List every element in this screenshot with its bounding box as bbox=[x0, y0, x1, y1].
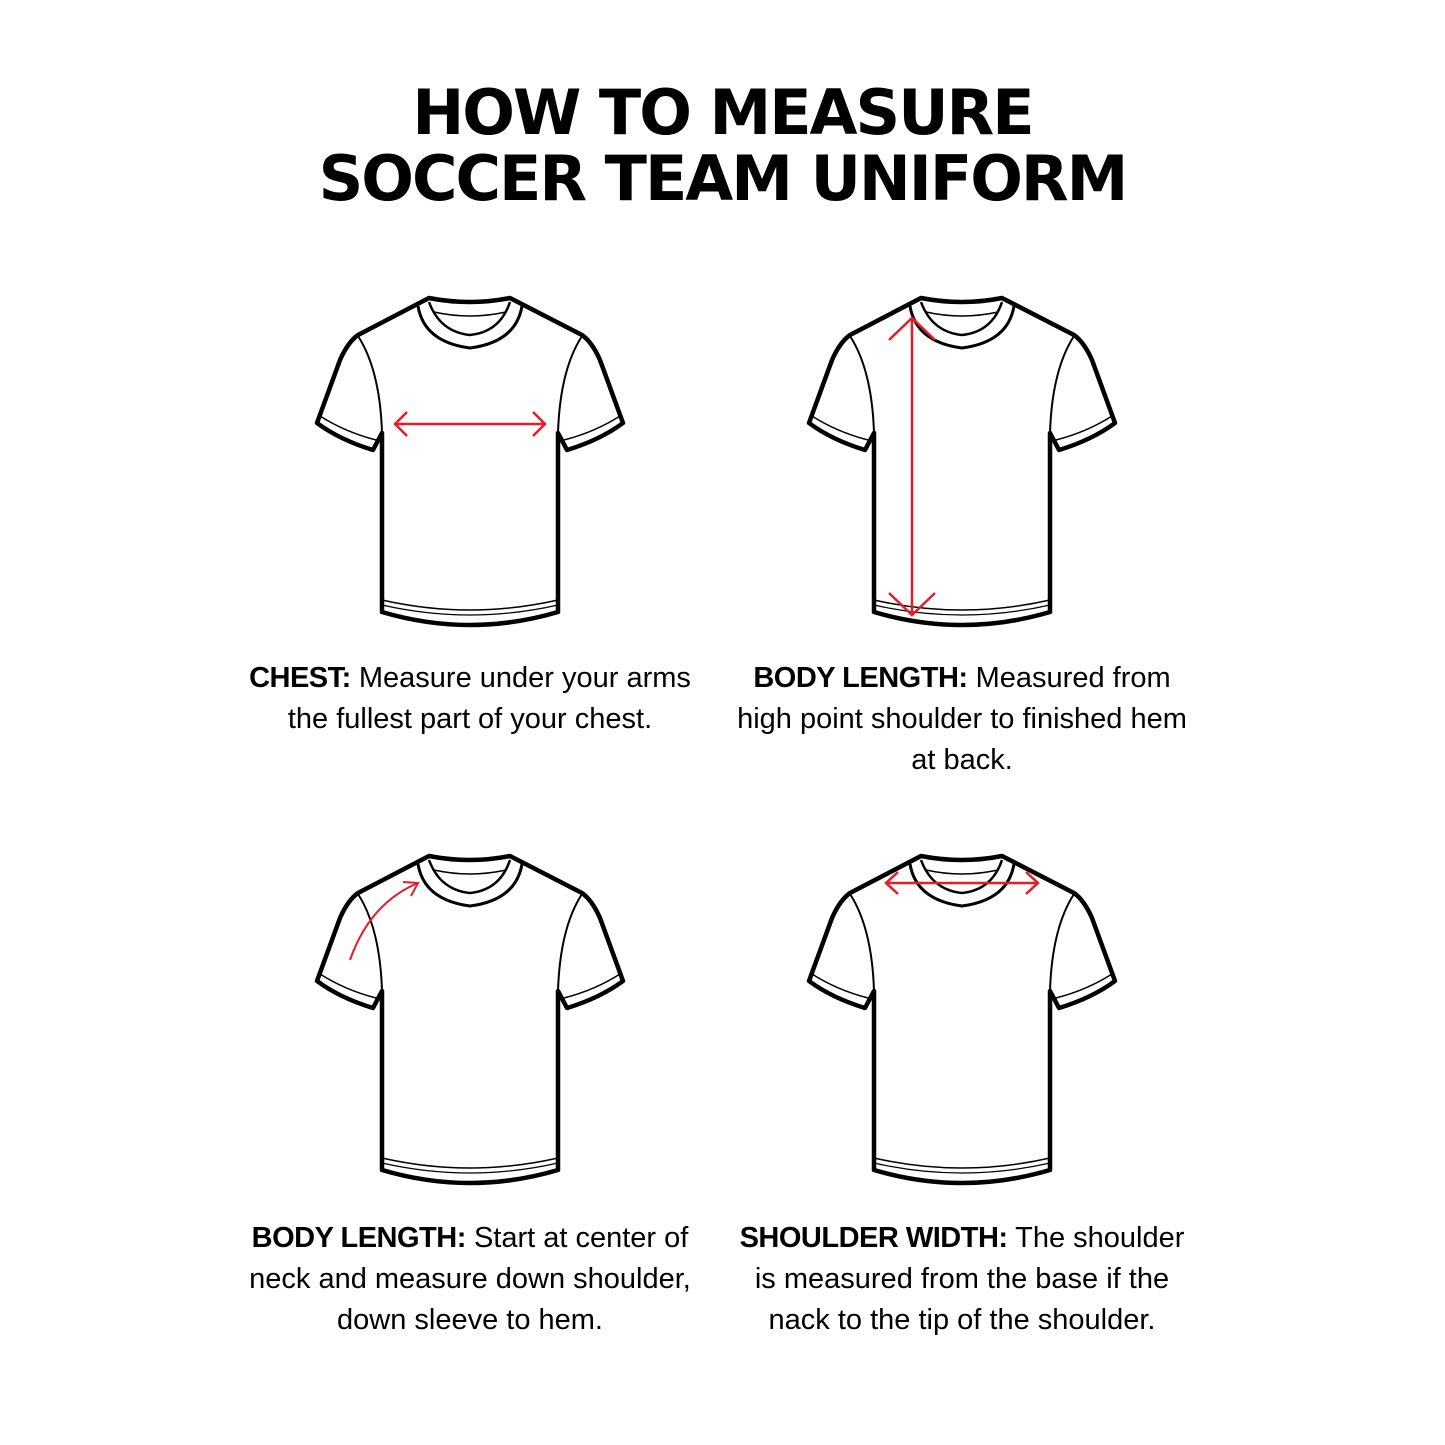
shoulder-arrow-icon bbox=[884, 871, 1040, 895]
title-line-1: HOW TO MEASURE bbox=[412, 76, 1034, 149]
page-title: HOW TO MEASURE SOCCER TEAM UNIFORM bbox=[0, 80, 1445, 212]
curved-arrow-icon bbox=[349, 881, 420, 961]
caption-body-length: BODY LENGTH: Measured from high point sh… bbox=[727, 658, 1197, 781]
caption-label: BODY LENGTH: bbox=[251, 1222, 467, 1254]
caption-text: Start at center of neck and measure down… bbox=[249, 1222, 691, 1336]
tshirt-body-length-illustration bbox=[792, 280, 1132, 640]
caption-text: Measured from high point shoulder to fin… bbox=[737, 662, 1187, 776]
caption-label: CHEST: bbox=[249, 662, 351, 694]
title-line-2: SOCCER TEAM UNIFORM bbox=[318, 142, 1129, 215]
caption-shoulder-width: SHOULDER WIDTH: The shoulder is measured… bbox=[727, 1218, 1197, 1341]
tshirt-sleeve-length-illustration bbox=[300, 838, 640, 1198]
caption-text: The shoulder is measured from the base i… bbox=[754, 1222, 1185, 1336]
caption-text: Measure under your arms the fullest part… bbox=[287, 662, 691, 735]
caption-sleeve-length: BODY LENGTH: Start at center of neck and… bbox=[235, 1218, 705, 1341]
tshirt-shoulder-width-illustration bbox=[792, 838, 1132, 1198]
chest-arrow-icon bbox=[393, 411, 547, 437]
caption-chest: CHEST: Measure under your arms the fulle… bbox=[235, 658, 705, 740]
caption-label: BODY LENGTH: bbox=[753, 662, 968, 694]
tshirt-chest-illustration bbox=[300, 280, 640, 640]
caption-label: SHOULDER WIDTH: bbox=[739, 1222, 1008, 1254]
vertical-arrow-icon bbox=[888, 316, 936, 617]
